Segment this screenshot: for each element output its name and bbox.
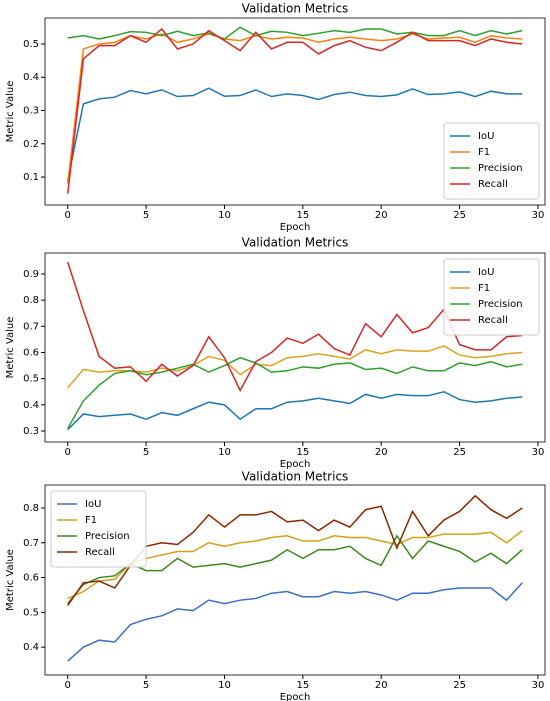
- legend-label: IoU: [478, 131, 494, 142]
- y-tick-label: 0.5: [23, 39, 39, 50]
- y-tick-label: 0.7: [23, 321, 39, 332]
- x-tick-label: 20: [375, 447, 388, 458]
- x-tick-label: 30: [532, 447, 545, 458]
- x-tick-label: 25: [453, 210, 466, 221]
- legend-label: F1: [478, 283, 490, 294]
- x-tick-label: 15: [296, 210, 309, 221]
- x-tick-label: 15: [296, 447, 309, 458]
- legend-box: [443, 258, 540, 336]
- series-line: [66, 87, 523, 181]
- y-tick-label: 0.6: [23, 347, 39, 358]
- y-axis-label: Metric Value: [5, 317, 16, 379]
- legend-label: Precision: [85, 531, 130, 542]
- y-tick-label: 0.6: [23, 573, 39, 584]
- legend-label: IoU: [478, 267, 494, 278]
- x-tick-label: 25: [453, 447, 466, 458]
- plot-frame: [44, 17, 546, 206]
- y-tick-label: 0.5: [23, 607, 39, 618]
- x-tick-label: 5: [143, 680, 149, 691]
- series-line: [66, 27, 523, 194]
- legend: IoU F1 Precision Recall: [443, 258, 540, 336]
- plot-frame: [44, 252, 546, 443]
- y-tick-label: 0.5: [23, 374, 39, 385]
- y-tick-label: 0.7: [23, 538, 39, 549]
- legend-box: [50, 490, 147, 568]
- y-tick-label: 0.2: [23, 139, 39, 150]
- chart-title: Validation Metrics: [242, 2, 349, 16]
- legend-label: Precision: [478, 163, 523, 174]
- y-tick-label: 0.3: [23, 426, 39, 437]
- series-line: [66, 33, 523, 184]
- x-tick-label: 10: [218, 210, 231, 221]
- x-tick-label: 5: [143, 210, 149, 221]
- series-line: [67, 345, 523, 389]
- y-tick-label: 0.1: [23, 172, 39, 183]
- legend-label: Recall: [478, 315, 508, 326]
- legend-label: Precision: [478, 299, 523, 310]
- x-axis-label: Epoch: [280, 692, 311, 701]
- y-axis-label: Metric Value: [5, 549, 16, 611]
- legend: IoU F1 Precision Recall: [443, 122, 540, 200]
- x-tick-label: 20: [375, 210, 388, 221]
- x-axis-label: Epoch: [280, 222, 311, 233]
- x-tick-label: 0: [65, 447, 71, 458]
- x-tick-label: 5: [143, 447, 149, 458]
- legend: IoU F1 Precision Recall: [50, 490, 147, 568]
- x-tick-label: 20: [375, 680, 388, 691]
- y-tick-label: 0.4: [23, 72, 39, 83]
- x-tick-label: 30: [532, 210, 545, 221]
- y-axis-label: Metric Value: [5, 81, 16, 143]
- x-tick-label: 25: [453, 680, 466, 691]
- series-line: [67, 582, 523, 662]
- x-tick-label: 10: [218, 680, 231, 691]
- chart-title: Validation Metrics: [242, 470, 349, 484]
- legend-label: F1: [85, 515, 97, 526]
- legend-label: IoU: [85, 499, 101, 510]
- plot-frame: [44, 484, 546, 676]
- series-line: [67, 26, 523, 40]
- x-axis-label: Epoch: [280, 459, 311, 470]
- y-tick-label: 0.4: [23, 642, 39, 653]
- series-line: [67, 534, 523, 605]
- y-tick-label: 0.9: [23, 269, 39, 280]
- x-tick-label: 10: [218, 447, 231, 458]
- x-tick-label: 0: [65, 680, 71, 691]
- legend-box: [443, 122, 540, 200]
- series-line: [67, 390, 523, 431]
- y-tick-label: 0.8: [23, 503, 39, 514]
- legend-label: Recall: [85, 547, 115, 558]
- x-tick-label: 0: [65, 210, 71, 221]
- legend-label: F1: [478, 147, 490, 158]
- x-tick-label: 30: [532, 680, 545, 691]
- y-tick-label: 0.3: [23, 106, 39, 117]
- legend-label: Recall: [478, 179, 508, 190]
- series-line: [67, 356, 523, 429]
- x-tick-label: 15: [296, 680, 309, 691]
- y-tick-label: 0.8: [23, 295, 39, 306]
- chart-title: Validation Metrics: [242, 236, 349, 250]
- y-tick-label: 0.4: [23, 400, 39, 411]
